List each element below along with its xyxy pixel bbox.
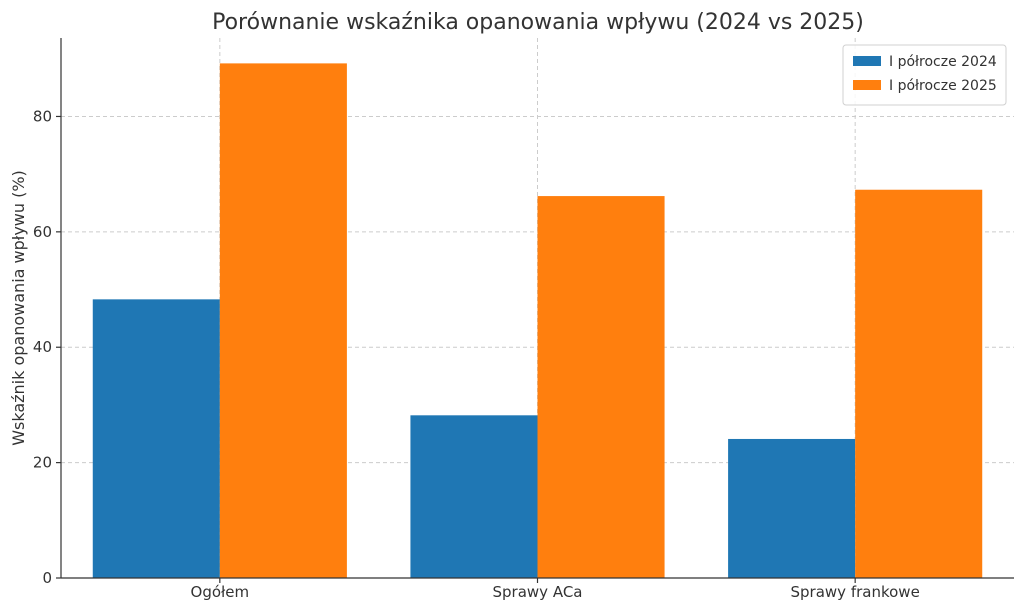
legend-swatch (853, 80, 881, 90)
y-axis-label: Wskaźnik opanowania wpływu (%) (9, 170, 28, 446)
legend-label: I półrocze 2024 (889, 54, 997, 70)
x-tick-label: Sprawy frankowe (791, 583, 920, 601)
y-tick-label: 20 (33, 454, 52, 472)
y-tick-label: 60 (33, 223, 52, 241)
bar-1-1 (92, 299, 220, 578)
bar-2-1 (219, 63, 347, 578)
bar-1-3 (728, 438, 856, 578)
legend-swatch (853, 56, 881, 66)
bar-2-3 (855, 189, 983, 578)
x-tick-label: Ogółem (191, 583, 250, 601)
y-tick-label: 80 (33, 107, 52, 125)
bar-2-2 (537, 196, 665, 579)
y-tick-label: 40 (33, 338, 52, 356)
x-tick-label: Sprawy ACa (493, 583, 583, 601)
legend-box (842, 44, 1007, 106)
legend-label: I półrocze 2025 (889, 78, 997, 94)
bar-1-2 (410, 415, 538, 578)
y-tick-label: 0 (42, 569, 52, 587)
chart-title: Porównanie wskaźnika opanowania wpływu (… (212, 10, 864, 35)
